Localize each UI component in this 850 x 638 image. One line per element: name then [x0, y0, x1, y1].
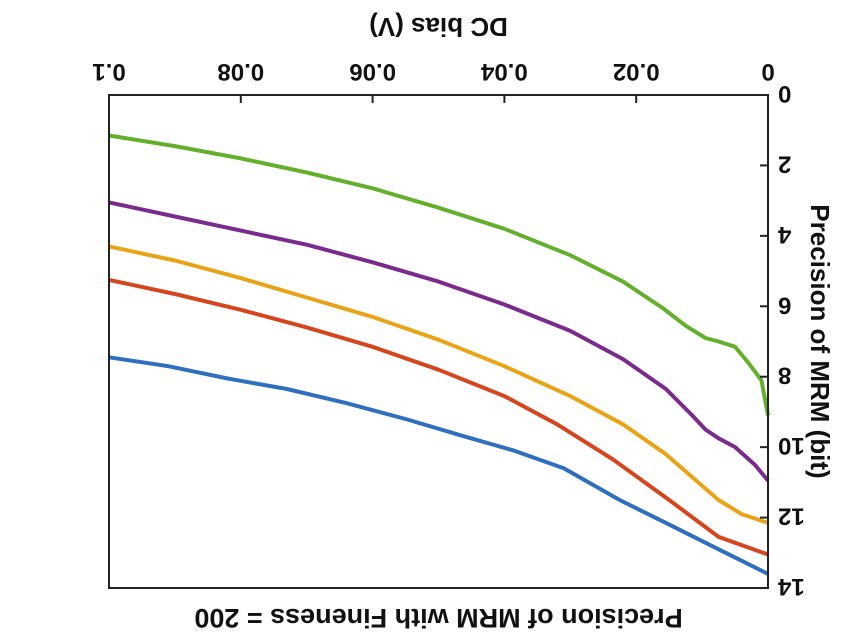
y-tick-label: 6 [778, 291, 791, 318]
y-tick-label: 12 [778, 503, 805, 530]
x-tick-label: 0.04 [480, 58, 527, 85]
tick-layer: 0 0.02 0.04 0.06 0.08 0.1 0 2 4 6 8 10 12 14 [92, 58, 804, 600]
series-line-2 [108, 277, 769, 557]
y-tick-label: 2 [778, 150, 791, 177]
y-tick-label: 0 [778, 80, 791, 107]
x-tick-label: 0 [761, 58, 774, 85]
y-tick-label: 8 [778, 362, 791, 389]
y-tick-label: 10 [778, 432, 805, 459]
y-tick-label: 4 [777, 221, 791, 248]
y-axis-label: Precision of MRM (bit) [805, 204, 835, 478]
x-tick-label: 0.1 [92, 58, 125, 85]
x-tick-label: 0.06 [349, 58, 396, 85]
x-tick-label: 0.08 [217, 58, 264, 85]
x-tick-label: 0.02 [613, 58, 660, 85]
series-layer [108, 133, 770, 576]
y-tick-label: 14 [777, 573, 804, 600]
series-line-3 [108, 244, 769, 525]
series-line-4 [108, 200, 770, 482]
series-line-5 [108, 133, 770, 416]
chart-title: Precision of MRM with Fineness = 200 [194, 603, 682, 633]
plot-frame [108, 94, 769, 589]
series-line-1 [108, 355, 769, 576]
x-axis-label: DC bias (V) [369, 12, 508, 42]
chart-root: 0 0.02 0.04 0.06 0.08 0.1 0 2 4 6 8 10 12 14 Precisio… [92, 12, 835, 633]
